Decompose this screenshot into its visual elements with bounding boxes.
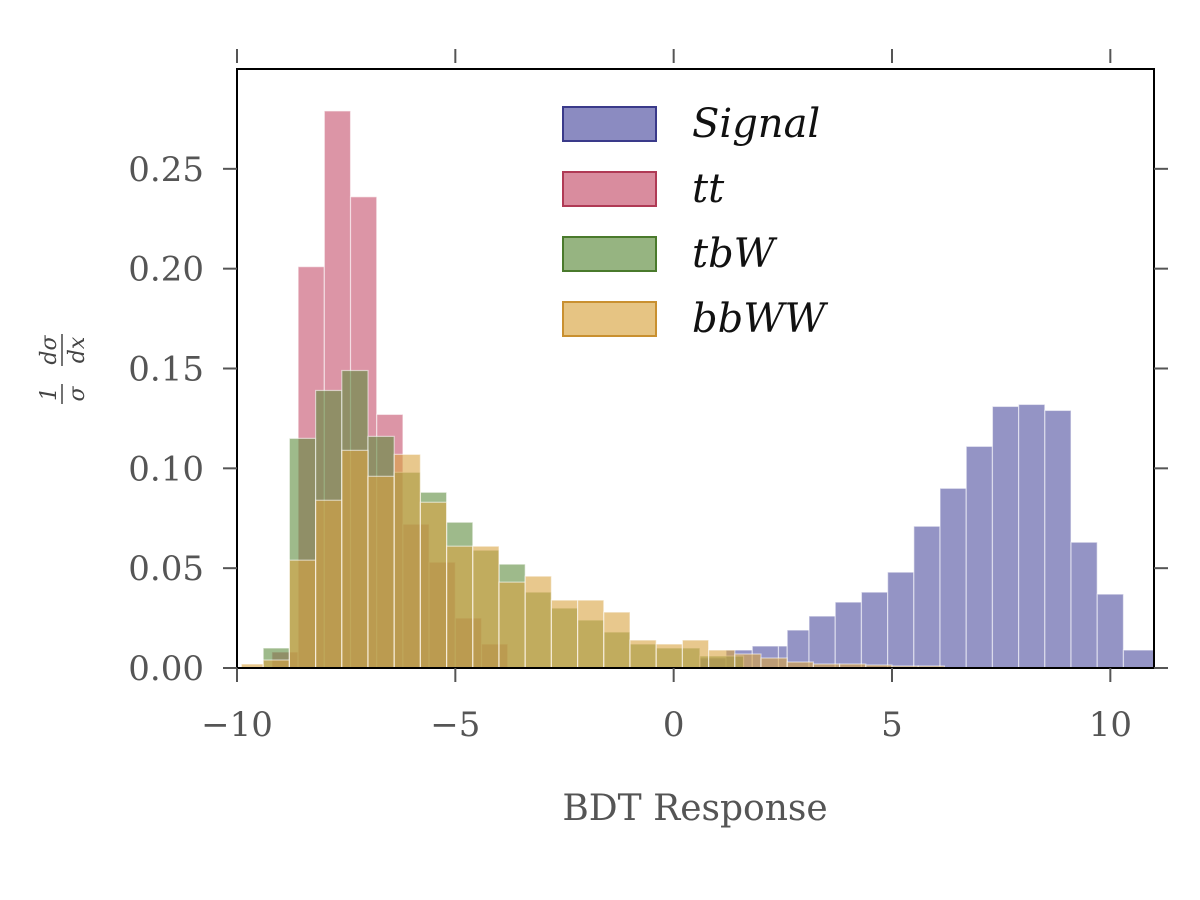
y-label-frac1-num: 1 xyxy=(37,387,62,401)
legend-entry-tt: tt xyxy=(562,166,725,212)
bar-bbWW-10 xyxy=(498,581,526,669)
bar-Signal-11 xyxy=(965,445,994,669)
bar-Signal-9 xyxy=(913,525,941,669)
bar-Signal-15 xyxy=(1070,541,1098,669)
y-axis-label: 1 σ dσ dx xyxy=(37,334,90,404)
y-tick-label: 0.00 xyxy=(128,649,204,689)
bar-bbWW-1 xyxy=(262,659,291,669)
bar-Signal-8 xyxy=(887,571,915,669)
y-tick-label: 0.20 xyxy=(128,250,204,290)
bar-bbWW-14 xyxy=(603,611,631,669)
y-tick-label: 0.05 xyxy=(128,549,204,589)
bar-bbWW-5 xyxy=(367,475,395,669)
bar-Signal-12 xyxy=(991,405,1020,669)
bar-bbWW-16 xyxy=(655,643,684,669)
axis-ticks: −10 −5 0 5 10 0.00 0.05 0.10 0.15 0.20 0.25 xyxy=(128,49,1168,745)
bar-bbWW-17 xyxy=(681,639,710,669)
y-tick-label: 0.25 xyxy=(128,150,204,190)
x-tick-label: −5 xyxy=(430,705,480,745)
legend-label-bbWW: bbWW xyxy=(692,296,828,342)
x-tick-label: −10 xyxy=(201,705,273,745)
bar-Signal-13 xyxy=(1018,403,1046,669)
bar-bbWW-9 xyxy=(472,545,500,669)
y-tick-label: 0.15 xyxy=(128,350,204,390)
legend-swatch-bbWW xyxy=(562,301,657,337)
legend-swatch-tt xyxy=(562,171,657,207)
legend-label-tt: tt xyxy=(692,166,725,212)
series-Signal xyxy=(699,403,1155,669)
y-label-frac2-num: dσ xyxy=(37,334,62,364)
bar-bbWW-15 xyxy=(629,639,657,669)
bar-Signal-16 xyxy=(1096,593,1125,669)
x-axis-label: BDT Response xyxy=(562,788,827,829)
bar-bbWW-4 xyxy=(341,449,369,669)
legend-entry-bbWW: bbWW xyxy=(562,296,828,342)
bar-bbWW-20 xyxy=(760,657,788,669)
series-bbWW xyxy=(240,449,946,669)
x-tick-label: 0 xyxy=(663,705,685,745)
bar-bbWW-13 xyxy=(576,599,605,669)
histogram-bars xyxy=(240,110,1155,669)
legend-entry-Signal: Signal xyxy=(562,101,820,147)
legend-label-tbW: tbW xyxy=(692,231,778,277)
legend-label-Signal: Signal xyxy=(692,101,820,147)
legend-entry-tbW: tbW xyxy=(562,231,778,277)
bar-Signal-10 xyxy=(939,487,967,669)
bar-bbWW-12 xyxy=(550,599,579,669)
y-label-frac2-den: dx xyxy=(65,336,90,363)
bar-bbWW-11 xyxy=(524,575,553,669)
bar-Signal-6 xyxy=(834,601,863,669)
x-tick-label: 5 xyxy=(881,705,903,745)
y-tick-label: 0.10 xyxy=(128,449,204,489)
bar-bbWW-7 xyxy=(419,501,448,669)
bar-bbWW-6 xyxy=(393,453,422,669)
x-tick-label: 10 xyxy=(1089,705,1132,745)
bar-Signal-7 xyxy=(860,591,889,669)
bar-Signal-5 xyxy=(808,615,836,669)
bar-bbWW-18 xyxy=(707,649,736,669)
bar-Signal-17 xyxy=(1122,649,1155,669)
bar-bbWW-2 xyxy=(288,559,317,669)
bar-bbWW-19 xyxy=(734,653,762,669)
legend: Signal tt tbW bbWW xyxy=(562,101,828,342)
legend-swatch-Signal xyxy=(562,106,657,142)
bar-Signal-14 xyxy=(1044,409,1072,669)
legend-swatch-tbW xyxy=(562,236,657,272)
bar-bbWW-3 xyxy=(315,499,343,669)
bar-bbWW-8 xyxy=(446,545,474,669)
y-label-frac1-den: σ xyxy=(65,386,90,402)
